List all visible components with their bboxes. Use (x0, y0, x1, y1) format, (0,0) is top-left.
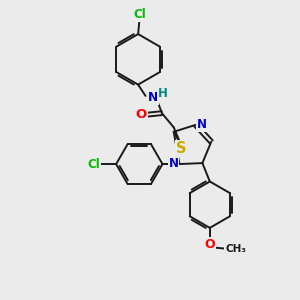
Text: N: N (169, 157, 178, 170)
Text: N: N (197, 118, 207, 131)
Text: Cl: Cl (88, 158, 100, 171)
Text: O: O (136, 108, 147, 121)
Text: N: N (148, 91, 158, 104)
Text: S: S (176, 141, 187, 156)
Text: H: H (158, 87, 168, 100)
Text: Cl: Cl (133, 8, 146, 21)
Text: CH₃: CH₃ (225, 244, 246, 254)
Text: O: O (205, 238, 215, 251)
